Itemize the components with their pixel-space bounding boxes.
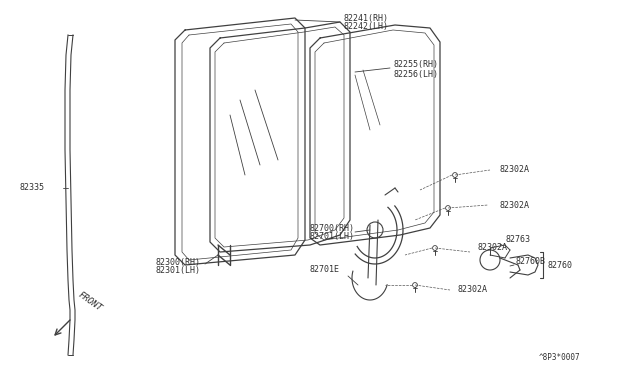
Text: 82760B: 82760B bbox=[515, 257, 545, 266]
Text: 82760: 82760 bbox=[548, 260, 573, 269]
Text: 82302A: 82302A bbox=[458, 285, 488, 295]
Text: 82300(RH): 82300(RH) bbox=[155, 257, 200, 266]
Text: 82335: 82335 bbox=[20, 183, 45, 192]
Text: 82302A: 82302A bbox=[500, 166, 530, 174]
Text: 82701(LH): 82701(LH) bbox=[310, 232, 355, 241]
Text: 82242(LH): 82242(LH) bbox=[343, 22, 388, 32]
Text: 82302A: 82302A bbox=[500, 202, 530, 211]
Text: 82763: 82763 bbox=[505, 235, 530, 244]
Text: 82302A: 82302A bbox=[478, 244, 508, 253]
Text: 82701E: 82701E bbox=[310, 266, 340, 275]
Text: 82700(RH): 82700(RH) bbox=[310, 224, 355, 232]
Text: 82255(RH): 82255(RH) bbox=[393, 61, 438, 70]
Text: FRONT: FRONT bbox=[76, 290, 103, 313]
Text: ^8P3*0007: ^8P3*0007 bbox=[538, 353, 580, 362]
Text: 82301(LH): 82301(LH) bbox=[155, 266, 200, 276]
Text: 82241(RH): 82241(RH) bbox=[343, 13, 388, 22]
Text: 82256(LH): 82256(LH) bbox=[393, 70, 438, 78]
